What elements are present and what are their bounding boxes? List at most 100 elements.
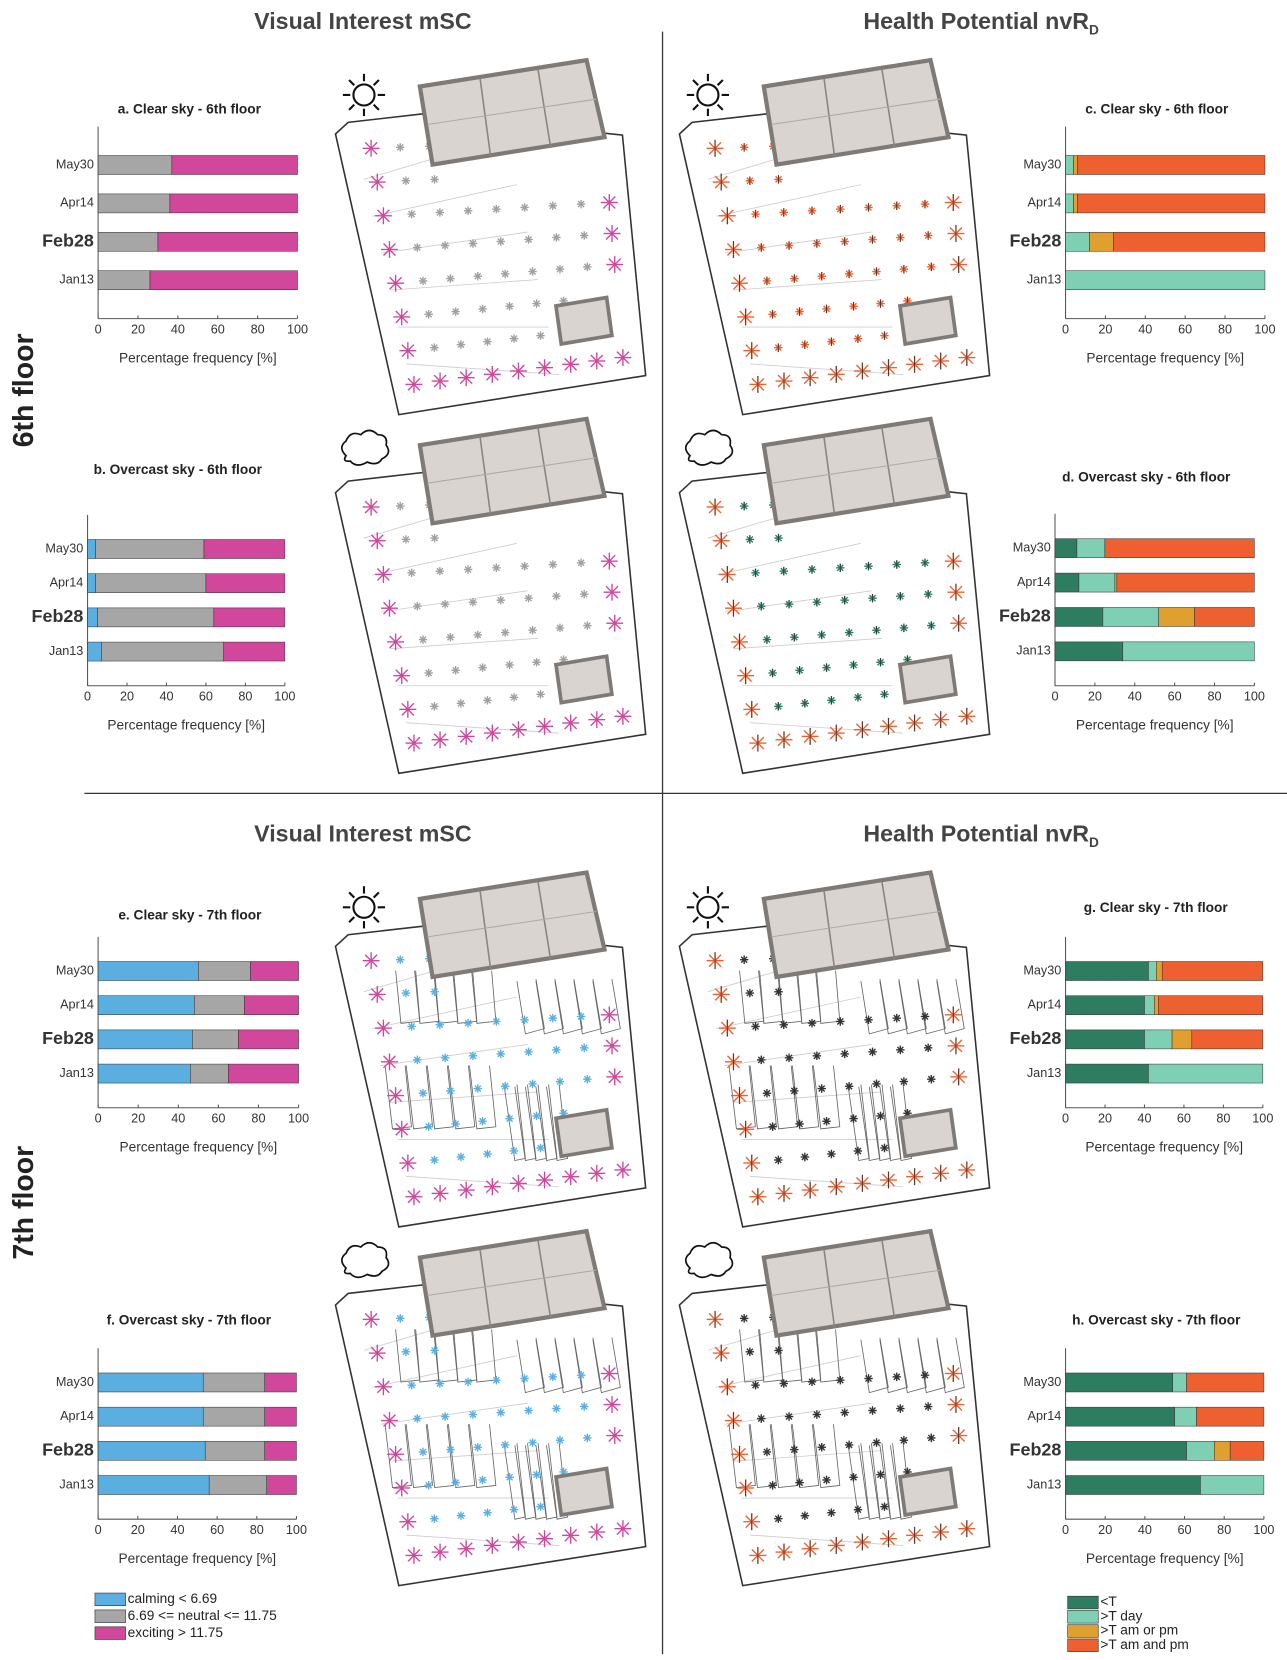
x-axis-label: Percentage frequency [%] xyxy=(1086,350,1244,365)
plan-spoke xyxy=(586,263,591,268)
plan-room xyxy=(535,1084,558,1162)
plan-spoke xyxy=(538,361,546,369)
plan-spoke xyxy=(614,264,622,271)
plan-spoke xyxy=(955,233,963,240)
plan-spoke xyxy=(564,357,572,365)
plan-spoke xyxy=(449,633,454,638)
plan-spoke xyxy=(482,305,487,310)
x-tick-label: 20 xyxy=(1088,690,1102,704)
plan-spoke xyxy=(389,276,397,284)
plan-spoke xyxy=(777,739,785,747)
plan-spoke xyxy=(465,1183,473,1191)
building-wall xyxy=(881,881,896,961)
x-tick-label: 40 xyxy=(1128,690,1142,704)
bar-segment xyxy=(1054,607,1104,627)
plan-spoke xyxy=(766,1448,771,1453)
plan-spoke xyxy=(517,723,525,731)
x-tick-label: 40 xyxy=(171,1112,185,1126)
plan-room xyxy=(516,978,545,1035)
plan-spoke xyxy=(803,729,811,737)
plan-spoke xyxy=(538,367,546,375)
plan-spoke xyxy=(413,1554,421,1562)
plan-spoke xyxy=(739,282,746,290)
plan-room xyxy=(879,1337,908,1394)
plan-spoke xyxy=(908,1170,916,1178)
plan-spoke xyxy=(536,300,541,305)
plan-spoke xyxy=(544,719,552,727)
plan-room xyxy=(503,1084,526,1162)
plan-spoke xyxy=(370,987,378,995)
plan-spoke xyxy=(513,335,518,340)
plan-spoke xyxy=(855,1176,863,1184)
plan-spoke xyxy=(732,607,740,615)
y-tick-label: Feb28 xyxy=(42,231,94,251)
plan-spoke xyxy=(383,607,390,615)
plan-spoke xyxy=(835,1544,843,1552)
plan-spoke xyxy=(455,1479,460,1484)
bar-segment xyxy=(1196,1406,1265,1427)
plan-spoke xyxy=(465,1542,473,1550)
plan-spoke xyxy=(751,1156,759,1164)
legend-swatch xyxy=(94,1592,126,1607)
plan-spoke xyxy=(401,702,409,710)
bar-segment xyxy=(1122,641,1255,662)
plan-spoke xyxy=(590,1166,598,1174)
plan-spoke xyxy=(966,715,974,723)
plan-spoke xyxy=(407,383,415,391)
sun-icon xyxy=(696,83,720,107)
y-tick-label: May30 xyxy=(1023,963,1061,977)
plan-spoke xyxy=(459,1183,467,1191)
x-tick-label: 0 xyxy=(95,323,102,337)
plan-spoke xyxy=(602,1014,610,1022)
x-tick-label: 0 xyxy=(1062,1523,1069,1537)
bar-segment xyxy=(1065,1063,1149,1084)
legend-label: <T xyxy=(1100,1594,1117,1609)
plan-spoke xyxy=(714,1318,722,1326)
plan-spoke xyxy=(370,1318,378,1326)
plan-spoke xyxy=(605,227,613,234)
plan-spoke xyxy=(611,227,619,234)
x-tick-label: 100 xyxy=(1253,1523,1274,1537)
plan-room xyxy=(815,1329,841,1383)
bar-segment xyxy=(1065,1441,1187,1461)
plan-spoke xyxy=(413,1548,421,1556)
plan-spoke xyxy=(433,374,441,382)
plan-line xyxy=(372,184,518,217)
plan-spoke xyxy=(783,1545,791,1553)
plan-spoke xyxy=(958,1435,966,1443)
building-wall xyxy=(537,881,552,961)
bar-segment xyxy=(169,193,298,214)
plan-spoke xyxy=(803,1542,811,1550)
y-tick-label: Feb28 xyxy=(42,1028,94,1048)
plan-spoke xyxy=(382,1021,390,1029)
plan-spoke xyxy=(777,344,782,349)
plan-spoke xyxy=(714,500,722,508)
plan-spoke xyxy=(826,1476,831,1481)
plan-room xyxy=(879,1443,902,1520)
plan-spoke xyxy=(614,1429,622,1437)
plan-spoke xyxy=(608,1435,616,1443)
plan-spoke xyxy=(465,377,473,385)
plan-spoke xyxy=(726,249,734,256)
plan-spoke xyxy=(509,661,514,666)
plan-spoke xyxy=(804,699,809,704)
y-tick-label: Apr14 xyxy=(1028,196,1062,210)
x-tick-label: 40 xyxy=(170,1523,184,1537)
y-tick-label: May30 xyxy=(45,541,83,555)
floor-plan xyxy=(334,57,647,416)
plan-spoke xyxy=(745,669,753,677)
floor-plan xyxy=(678,1228,991,1587)
plan-spoke xyxy=(955,1398,963,1406)
x-tick-label: 20 xyxy=(1098,323,1112,337)
bar-segment xyxy=(1214,1441,1231,1461)
plan-spoke xyxy=(491,726,499,734)
bar-segment xyxy=(97,1406,204,1427)
plan-spoke xyxy=(517,729,525,737)
bar-segment xyxy=(1172,1372,1187,1393)
bar-chart: b. Overcast sky - 6th floor 0 20 40 60 80 100 P… xyxy=(32,462,296,732)
plan-line xyxy=(389,279,539,291)
plan-spoke xyxy=(751,377,759,385)
plan-spoke xyxy=(495,564,500,569)
bar-segment xyxy=(266,1475,297,1495)
plan-spoke xyxy=(444,242,449,246)
